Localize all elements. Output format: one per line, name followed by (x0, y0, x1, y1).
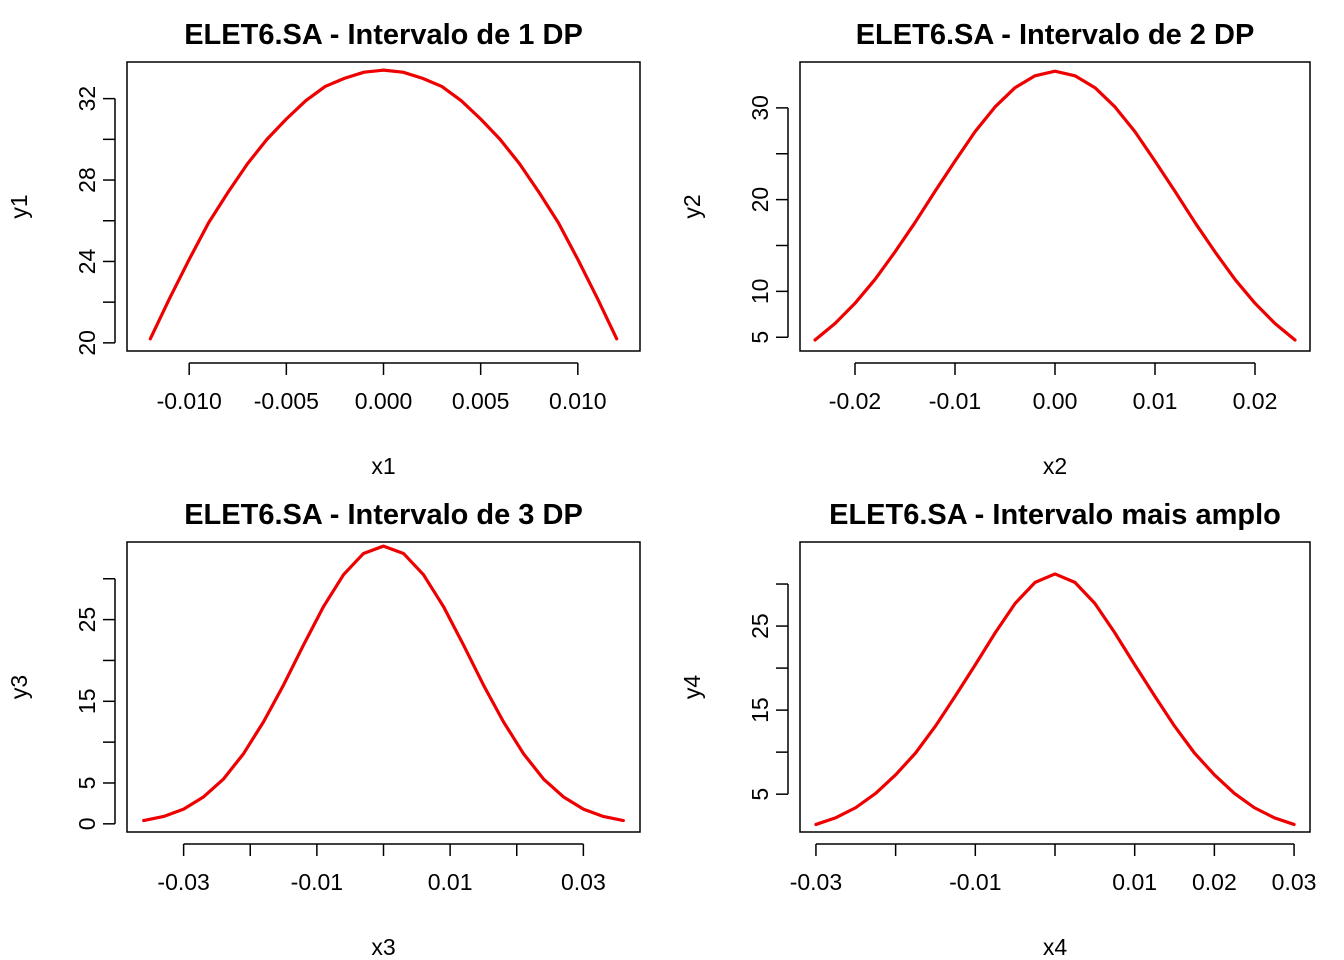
x-tick-label: -0.03 (790, 869, 842, 895)
chart-title: ELET6.SA - Intervalo de 2 DP (856, 19, 1255, 51)
x-tick-label: 0.02 (1233, 388, 1278, 414)
y-tick-label: 25 (74, 607, 100, 633)
y-tick-label: 5 (74, 777, 100, 790)
x-tick-label: 0.000 (355, 388, 413, 414)
x-tick-label: -0.010 (157, 388, 222, 414)
y-tick-label: 25 (747, 613, 773, 639)
x-tick-label: 0.00 (1033, 388, 1078, 414)
x-tick-label: 0.03 (1272, 869, 1317, 895)
chart-title: ELET6.SA - Intervalo de 1 DP (184, 19, 583, 51)
y-tick-label: 28 (74, 167, 100, 193)
x-tick-label: 0.03 (561, 869, 606, 895)
chart-panel-4: ELET6.SA - Intervalo mais amplo -0.03 -0.0… (679, 499, 1316, 960)
chart-panel-1: ELET6.SA - Intervalo de 1 DP -0.010 -0.005… (6, 19, 641, 479)
x-tick-label: 0.01 (1112, 869, 1157, 895)
y-axis-title: y3 (6, 675, 32, 699)
x-axis-title: x2 (1043, 453, 1067, 479)
y-tick-label: 24 (74, 248, 100, 274)
x-axis-title: x3 (371, 934, 395, 960)
plot-frame (126, 541, 641, 833)
chart-panel-3: ELET6.SA - Intervalo de 3 DP -0.03 -0.01 0.… (6, 499, 641, 960)
x-tick-label: 0.005 (452, 388, 510, 414)
y-tick-label: 5 (747, 788, 773, 801)
x-tick-label: -0.01 (949, 869, 1001, 895)
x-tick-label: 0.02 (1192, 869, 1237, 895)
series-line (142, 544, 625, 823)
y-tick-label: 15 (74, 688, 100, 714)
x-tick-label: -0.03 (157, 869, 209, 895)
plot-frame (799, 541, 1311, 833)
x-axis-title: x4 (1043, 934, 1068, 960)
y-tick-label: 5 (747, 331, 773, 344)
x-tick-label: -0.01 (291, 869, 343, 895)
series-line (813, 69, 1297, 342)
x-tick-label: -0.005 (254, 388, 319, 414)
y-axis-title: y4 (679, 675, 705, 700)
x-tick-label: -0.01 (929, 388, 981, 414)
y-tick-label: 32 (74, 86, 100, 112)
y-tick-label: 10 (747, 279, 773, 305)
chart-title: ELET6.SA - Intervalo de 3 DP (184, 499, 583, 531)
y-tick-label: 30 (747, 95, 773, 121)
series-line (148, 68, 619, 341)
y-tick-label: 20 (74, 330, 100, 356)
x-tick-label: 0.010 (549, 388, 607, 414)
y-tick-label: 20 (747, 187, 773, 213)
plot-frame (799, 61, 1311, 352)
x-tick-label: 0.01 (1133, 388, 1178, 414)
chart-title: ELET6.SA - Intervalo mais amplo (829, 499, 1281, 531)
series-line (814, 572, 1296, 827)
y-tick-label: 0 (74, 817, 100, 830)
y-tick-label: 15 (747, 697, 773, 723)
x-axis-title: x1 (371, 453, 395, 479)
chart-panel-2: ELET6.SA - Intervalo de 2 DP -0.02 -0.01 0.… (679, 19, 1311, 479)
x-tick-label: -0.02 (829, 388, 881, 414)
x-tick-label: 0.01 (428, 869, 473, 895)
y-axis-title: y2 (679, 194, 705, 218)
y-axis-title: y1 (6, 194, 32, 218)
plot-frame (126, 61, 641, 352)
